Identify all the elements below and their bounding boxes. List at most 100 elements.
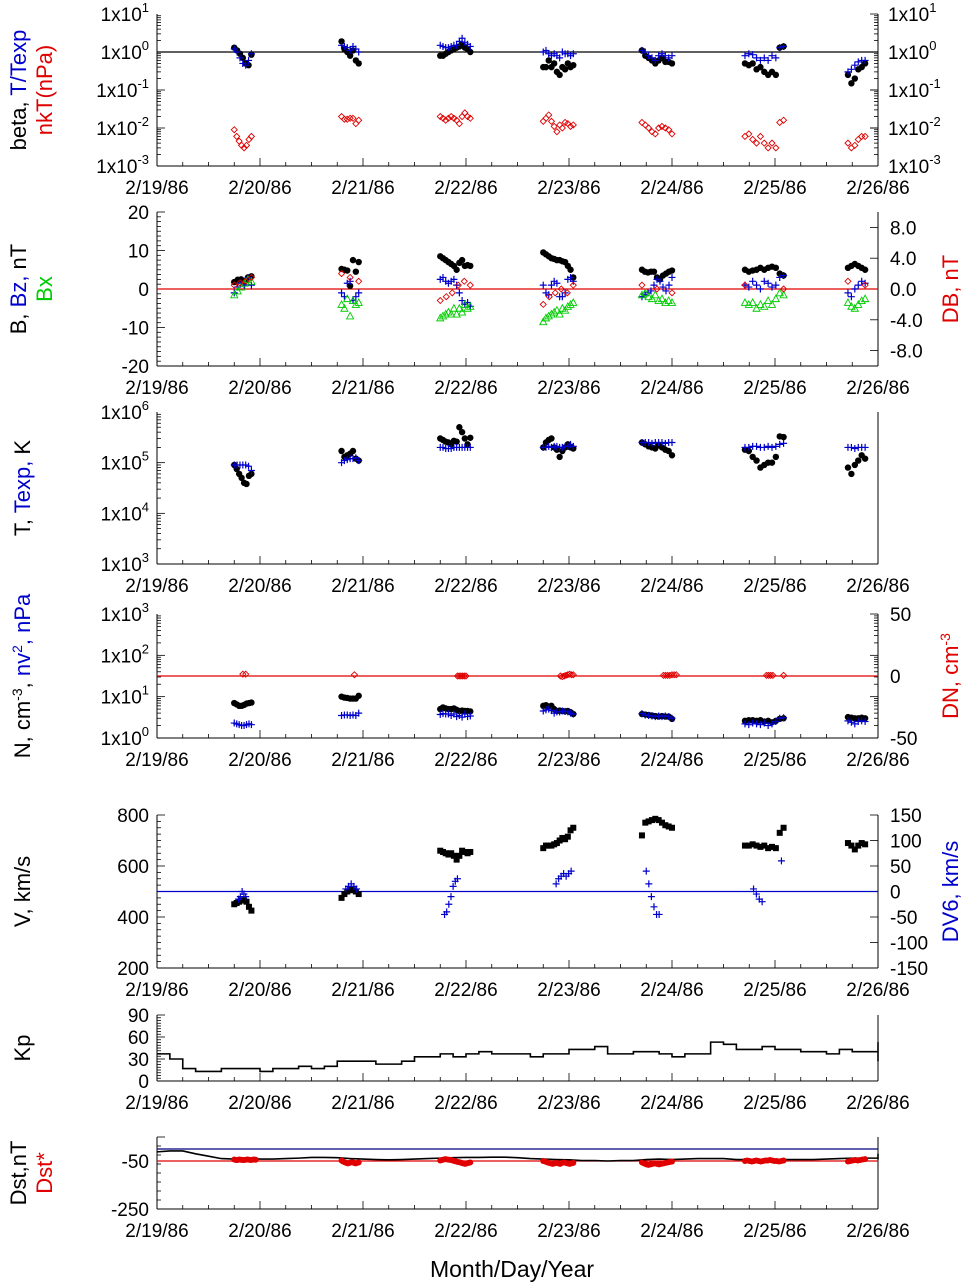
y-tick-label: 1x100 [101,724,149,750]
data-point [659,671,668,680]
data-point [247,50,255,58]
data-point [355,891,362,898]
data-point [760,301,769,310]
data-point [569,298,578,306]
series-nv2 [230,705,869,730]
data-point [644,292,653,301]
x-tick-label: 2/24/86 [640,576,703,597]
data-point [861,443,869,451]
x-tick-label: 2/19/86 [125,576,188,597]
data-point [561,289,569,297]
y-axis-title: B, Bz, nT [6,244,31,335]
data-point [345,311,355,320]
data-point [645,818,652,825]
x-tick-label: 2/24/86 [640,178,703,199]
data-point [764,671,773,680]
data-point [450,852,457,859]
data-point [772,442,780,450]
y2-tick-label: -50 [890,729,917,750]
data-point [665,823,672,830]
y-tick-label: -250 [111,1200,149,1221]
data-point [569,277,577,285]
data-point [247,467,255,475]
data-point [664,296,673,304]
data-point [745,443,753,451]
y-tick-label: 1x101 [101,0,149,26]
data-point [772,144,780,152]
y2-tick-label: -50 [890,908,917,929]
y2-axis-title: DB, nT [938,255,963,323]
data-point [452,309,461,318]
y-tick-label: 1x10-2 [96,114,149,140]
data-point [638,118,646,127]
data-point [453,266,460,273]
data-point [854,58,862,66]
data-point [741,281,749,289]
data-point [658,122,666,131]
data-point [436,296,444,305]
data-point [760,277,768,285]
data-point [541,313,551,322]
data-point [772,845,779,852]
data-point [466,42,474,50]
data-point [355,457,363,465]
data-point [355,48,363,56]
data-point [851,445,859,453]
data-point [553,279,561,287]
data-point [844,277,852,285]
data-point [655,910,663,918]
data-point [857,296,866,304]
data-point [238,474,245,482]
data-point [547,117,556,125]
data-point [466,301,475,310]
data-point [769,671,777,680]
data-point [741,842,748,849]
series-dst- [231,1156,869,1168]
data-point [668,289,676,297]
data-point [352,268,360,275]
data-point [753,457,760,464]
x-tick-label: 2/23/86 [537,980,600,1001]
data-point [662,822,669,829]
data-point [665,713,673,721]
data-point [233,465,240,473]
data-point [650,903,658,911]
x-tick-label: 2/25/86 [743,1093,806,1114]
data-point [566,299,575,308]
x-tick-label: 2/22/86 [434,378,497,399]
data-point [851,461,859,469]
y-tick-label: 600 [117,857,149,878]
data-point [556,54,564,62]
y-tick-label: -20 [122,357,149,378]
data-point [547,309,556,318]
data-point [655,817,662,824]
y2-tick-label: 100 [890,832,922,853]
data-point [544,311,553,320]
y-tick-label: 1x101 [101,683,149,709]
data-point [843,298,853,306]
data-point [749,841,756,848]
data-point [466,281,474,289]
data-point [338,447,345,455]
x-tick-label: 2/26/86 [846,178,909,199]
data-point [444,114,453,122]
y-axis-title: beta, T/Texp [6,30,31,151]
data-point [448,289,456,297]
data-point [460,299,470,308]
data-point [668,130,676,138]
data-point [645,439,653,447]
y2-tick-label: 8.0 [890,218,916,239]
data-point [569,121,577,129]
data-point [570,824,577,831]
data-point [569,710,577,718]
data-point [355,277,363,285]
data-point [648,817,655,824]
series-nkt [230,109,869,152]
data-point [768,443,776,451]
y-tick-label: 0 [138,1072,149,1093]
data-point [560,305,570,314]
data-point [855,457,862,464]
data-point [753,842,760,849]
data-point [550,122,558,131]
data-point [458,256,466,264]
